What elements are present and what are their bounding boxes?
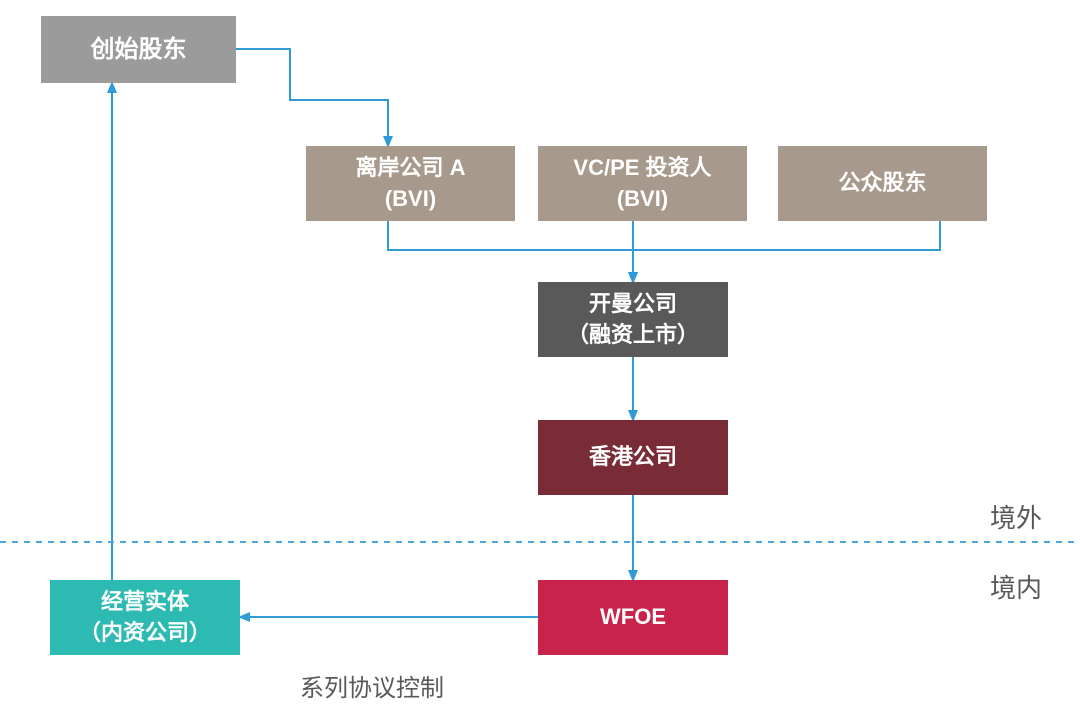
node-public-holders: 公众股东 xyxy=(778,146,987,221)
node-cayman-label: 开曼公司 （融资上市） xyxy=(567,289,699,351)
node-operating-entity: 经营实体 （内资公司） xyxy=(50,580,240,655)
node-vcpe-label: VC/PE 投资人 (BVI) xyxy=(573,153,711,215)
node-cayman: 开曼公司 （融资上市） xyxy=(538,282,728,357)
node-public-label: 公众股东 xyxy=(838,168,926,199)
label-onshore: 境内 xyxy=(990,568,1042,605)
edge-founders-to-offshore xyxy=(236,49,388,146)
edge-public-to-cayman xyxy=(633,221,940,282)
node-hongkong: 香港公司 xyxy=(538,420,728,495)
node-offshore-a: 离岸公司 A (BVI) xyxy=(306,146,515,221)
node-opco-label: 经营实体 （内资公司） xyxy=(79,587,211,649)
node-vcpe-investor: VC/PE 投资人 (BVI) xyxy=(538,146,747,221)
node-wfoe: WFOE xyxy=(538,580,728,655)
node-founders: 创始股东 xyxy=(41,16,236,83)
node-wfoe-label: WFOE xyxy=(600,602,666,633)
node-hk-label: 香港公司 xyxy=(589,442,677,473)
node-founders-label: 创始股东 xyxy=(91,33,187,67)
label-contract-control: 系列协议控制 xyxy=(300,668,444,703)
node-offshore-a-label: 离岸公司 A (BVI) xyxy=(355,153,465,215)
edge-offshore-to-cayman xyxy=(388,221,633,282)
label-offshore: 境外 xyxy=(990,498,1042,535)
